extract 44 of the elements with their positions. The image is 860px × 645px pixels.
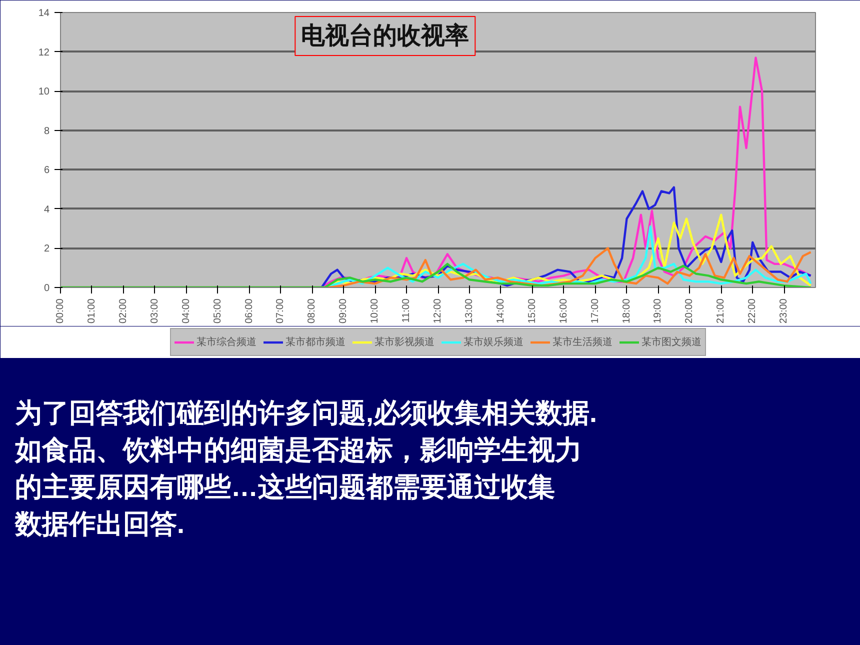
x-tick-label: 14:00 <box>495 298 506 324</box>
x-tick-label: 22:00 <box>747 298 758 324</box>
text: 数据作出回答. <box>15 508 186 541</box>
legend-label: 某市综合频道 <box>196 336 256 349</box>
y-tick-label: 6 <box>44 165 50 176</box>
x-tick-label: 10:00 <box>370 298 381 324</box>
chart-title: 电视台的收视率 <box>301 22 470 50</box>
x-tick-label: 11:00 <box>401 298 412 323</box>
y-tick-label: 0 <box>44 283 50 294</box>
x-tick-label: 23:00 <box>778 298 790 324</box>
text: 如食品、饮料中的细菌是否超标，影响学生视力 <box>15 434 583 467</box>
x-tick-label: 02:00 <box>118 298 129 324</box>
x-tick-label: 00:00 <box>55 298 66 324</box>
text: 的主要原因有哪些…这些问题都需要通过收集 <box>15 471 556 504</box>
x-tick-label: 16:00 <box>558 298 570 324</box>
text: 为了回答我们碰到的许多问题,必须收集相关数据. <box>15 397 598 430</box>
legend-label: 某市娱乐频道 <box>464 336 524 349</box>
legend-label: 某市生活频道 <box>552 336 612 349</box>
y-tick-label: 14 <box>38 8 50 19</box>
x-tick-label: 21:00 <box>716 298 727 324</box>
x-tick-label: 12:00 <box>432 298 444 324</box>
x-tick-label: 01:00 <box>86 298 98 324</box>
x-tick-label: 06:00 <box>244 298 255 324</box>
y-tick-label: 4 <box>44 204 50 216</box>
x-tick-label: 03:00 <box>149 298 160 324</box>
x-tick-label: 05:00 <box>212 298 224 324</box>
line-series <box>60 262 812 288</box>
x-tick-label: 08:00 <box>306 298 318 324</box>
y-tick-label: 10 <box>38 86 50 98</box>
x-tick-label: 15:00 <box>526 298 538 324</box>
x-tick-label: 04:00 <box>180 298 192 324</box>
x-tick-label: 18:00 <box>621 298 632 324</box>
x-tick-label: 09:00 <box>338 298 350 324</box>
x-tick-label: 19:00 <box>652 298 664 324</box>
legend-label: 某市都市频道 <box>286 336 346 349</box>
legend-label: 某市影视频道 <box>374 336 434 349</box>
y-tick-label: 8 <box>44 126 50 137</box>
legend-label: 某市图文频道 <box>642 336 702 349</box>
x-tick-label: 20:00 <box>684 298 696 324</box>
x-tick-label: 13:00 <box>464 298 475 324</box>
y-tick-label: 2 <box>44 244 50 255</box>
y-tick-label: 12 <box>38 47 50 58</box>
x-tick-label: 07:00 <box>275 298 286 324</box>
x-tick-label: 17:00 <box>590 298 601 324</box>
